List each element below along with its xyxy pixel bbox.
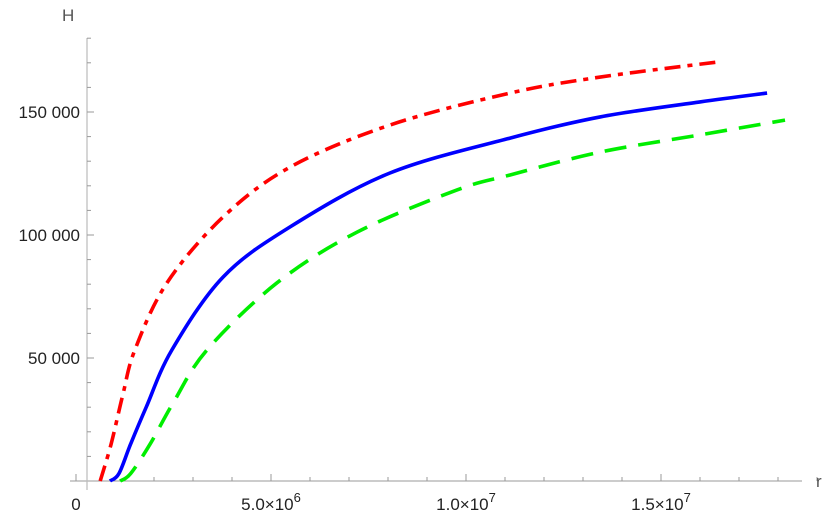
x-tick-label: 1.5×107 xyxy=(631,490,691,514)
series-line-dashed xyxy=(119,118,786,483)
series-line-dot-dash xyxy=(98,60,718,482)
y-tick-label: 100 000 xyxy=(19,226,80,245)
y-tick-label: 150 000 xyxy=(19,103,80,122)
y-tick-label: 50 000 xyxy=(28,349,80,368)
x-tick-label: 5.0×106 xyxy=(241,490,301,514)
series-line-solid xyxy=(108,91,768,483)
x-tick-exponent: 7 xyxy=(684,490,691,505)
x-axis-label: r xyxy=(816,472,822,491)
x-tick-exponent: 6 xyxy=(294,490,301,505)
tick-labels: 0 5.0×106 1.0×107 1.5×107 50 000 100 000 150 0… xyxy=(19,103,691,514)
axes xyxy=(70,38,802,490)
series-group xyxy=(98,60,786,483)
x-tick-label: 0 xyxy=(71,495,80,514)
ticks xyxy=(75,37,818,481)
y-axis-label: H xyxy=(62,6,74,25)
x-tick-exponent: 7 xyxy=(489,490,496,505)
x-tick-label: 1.0×107 xyxy=(436,490,496,514)
